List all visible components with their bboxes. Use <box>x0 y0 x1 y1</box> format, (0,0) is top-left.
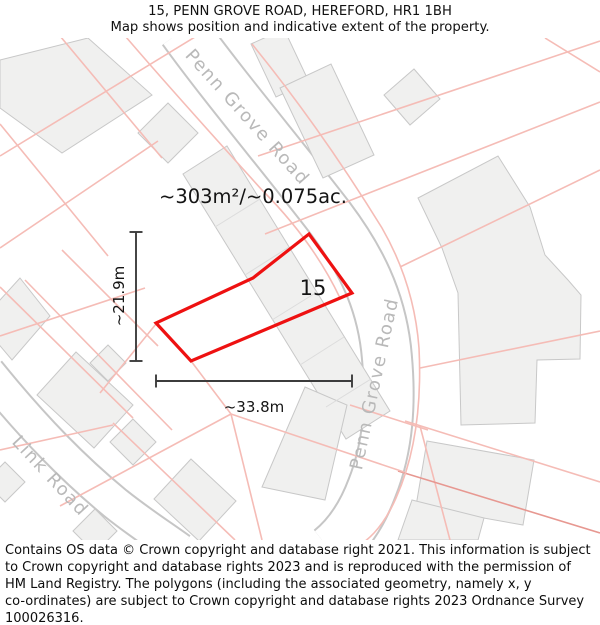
parcel-line <box>190 360 232 415</box>
dimension-height: ~21.9m <box>110 231 143 362</box>
building <box>0 38 153 154</box>
terrace-divisions <box>214 198 372 408</box>
parcel-line <box>257 40 600 157</box>
copyright-line: 100026316. <box>5 610 84 625</box>
building <box>0 461 26 503</box>
parcel-line <box>112 422 236 540</box>
parcel-line <box>404 420 600 483</box>
roads <box>0 38 415 540</box>
copyright-line: co-ordinates) are subject to Crown copyr… <box>5 593 585 609</box>
parcel-line <box>24 279 173 431</box>
buildings <box>0 38 582 540</box>
parcel-line <box>0 287 146 337</box>
copyright-note: Contains OS data © Crown copyright and d… <box>0 540 600 625</box>
parcel-lines <box>0 38 600 540</box>
building <box>279 63 375 179</box>
parcel-line <box>544 38 600 73</box>
building <box>417 155 582 426</box>
road-penn-grove <box>163 38 413 540</box>
property-boundary <box>153 231 355 363</box>
width-dimension-label: ~33.8m <box>224 398 285 416</box>
plot-number-label: 15 <box>300 276 327 300</box>
parcel-line <box>59 413 232 507</box>
building <box>36 351 134 449</box>
parcel-line <box>0 424 114 451</box>
parcel-line <box>397 470 600 534</box>
parcel-line <box>125 38 341 299</box>
header: 15, PENN GROVE ROAD, HEREFORD, HR1 1BH M… <box>0 0 600 38</box>
road-link <box>0 361 190 540</box>
parcel-line <box>264 101 600 235</box>
building <box>0 277 51 361</box>
parcel-line <box>0 123 109 257</box>
building <box>182 145 391 440</box>
dimension-width: ~33.8m <box>155 374 353 416</box>
area-label: ~303m²/~0.075ac. <box>159 185 347 208</box>
building <box>383 68 441 126</box>
parcel-line <box>419 330 600 369</box>
parcel-line <box>0 286 134 419</box>
height-dimension-label: ~21.9m <box>110 266 128 327</box>
parcel-line <box>230 413 405 473</box>
parcel-line <box>251 43 421 540</box>
parcel-line <box>99 323 157 394</box>
page-title: 15, PENN GROVE ROAD, HEREFORD, HR1 1BH <box>148 4 452 19</box>
building <box>397 499 485 540</box>
map-canvas: Penn Grove Road Penn Grove Road Link Roa… <box>0 38 600 540</box>
parcel-line <box>349 404 429 431</box>
building <box>153 458 237 540</box>
copyright-line: HM Land Registry. The polygons (includin… <box>5 576 532 592</box>
copyright-line: Contains OS data © Crown copyright and d… <box>5 543 591 558</box>
building <box>261 386 348 501</box>
parcel-line <box>60 38 163 159</box>
copyright-line: to Crown copyright and database rights 2… <box>5 559 571 575</box>
page-subtitle: Map shows position and indicative extent… <box>110 20 490 35</box>
parcel-line <box>230 413 263 540</box>
building <box>137 102 199 164</box>
parcel-line <box>399 169 600 268</box>
parcel-line <box>61 249 159 347</box>
parcel-line <box>0 140 159 249</box>
building <box>72 508 118 540</box>
